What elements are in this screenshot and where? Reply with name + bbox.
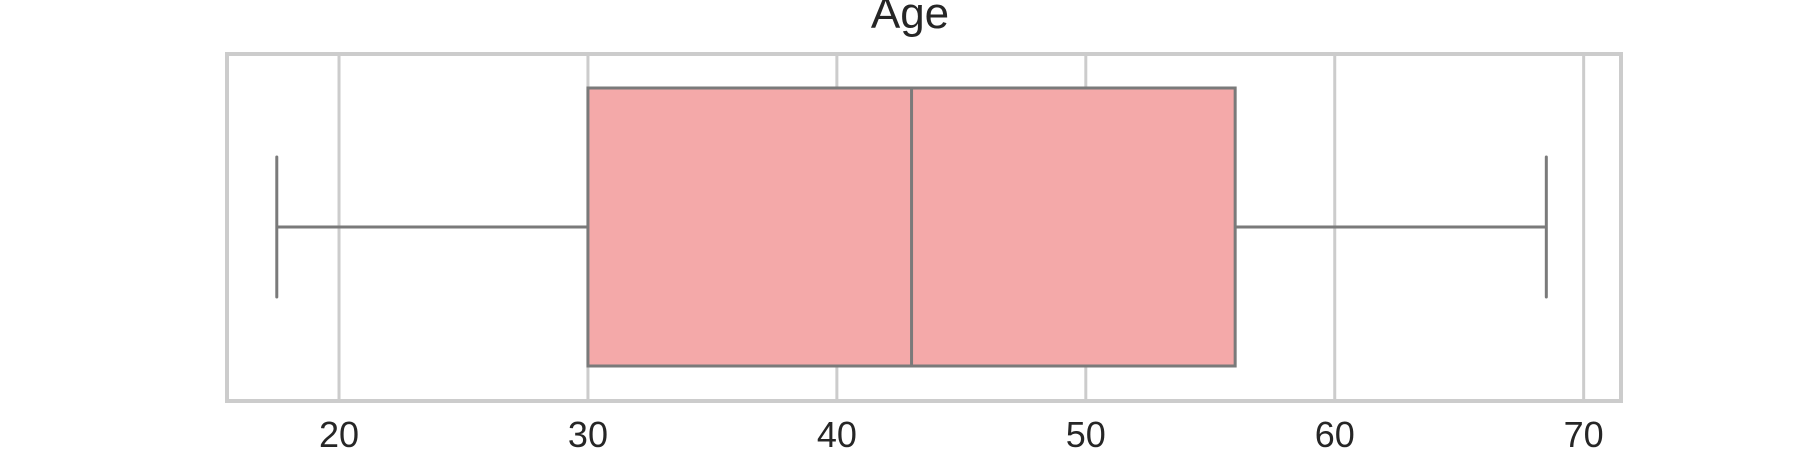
- x-tick-label-70: 70: [1564, 414, 1604, 450]
- x-tick-label-30: 30: [568, 414, 608, 450]
- x-tick-label-40: 40: [817, 414, 857, 450]
- x-tick-labels: 20 30 40 50 60 70: [319, 414, 1604, 450]
- x-tick-label-60: 60: [1315, 414, 1355, 450]
- x-tick-label-20: 20: [319, 414, 359, 450]
- plot-frame: [225, 52, 1623, 403]
- box-layer: [275, 86, 1548, 368]
- chart-title: Age: [871, 0, 949, 38]
- x-tick-label-50: 50: [1066, 414, 1106, 450]
